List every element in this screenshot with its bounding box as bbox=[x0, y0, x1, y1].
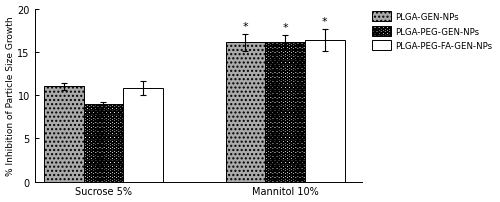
Text: *: * bbox=[282, 23, 288, 33]
Bar bbox=[84, 104, 124, 182]
Bar bbox=[124, 89, 163, 182]
Bar bbox=[226, 43, 266, 182]
Bar bbox=[44, 87, 84, 182]
Bar bbox=[266, 43, 305, 182]
Y-axis label: % Inhibition of Particle Size Growth: % Inhibition of Particle Size Growth bbox=[6, 16, 15, 175]
Legend: PLGA-GEN-NPs, PLGA-PEG-GEN-NPs, PLGA-PEG-FA-GEN-NPs: PLGA-GEN-NPs, PLGA-PEG-GEN-NPs, PLGA-PEG… bbox=[370, 10, 494, 53]
Text: *: * bbox=[322, 17, 328, 27]
Text: *: * bbox=[242, 22, 248, 32]
Bar bbox=[305, 40, 344, 182]
